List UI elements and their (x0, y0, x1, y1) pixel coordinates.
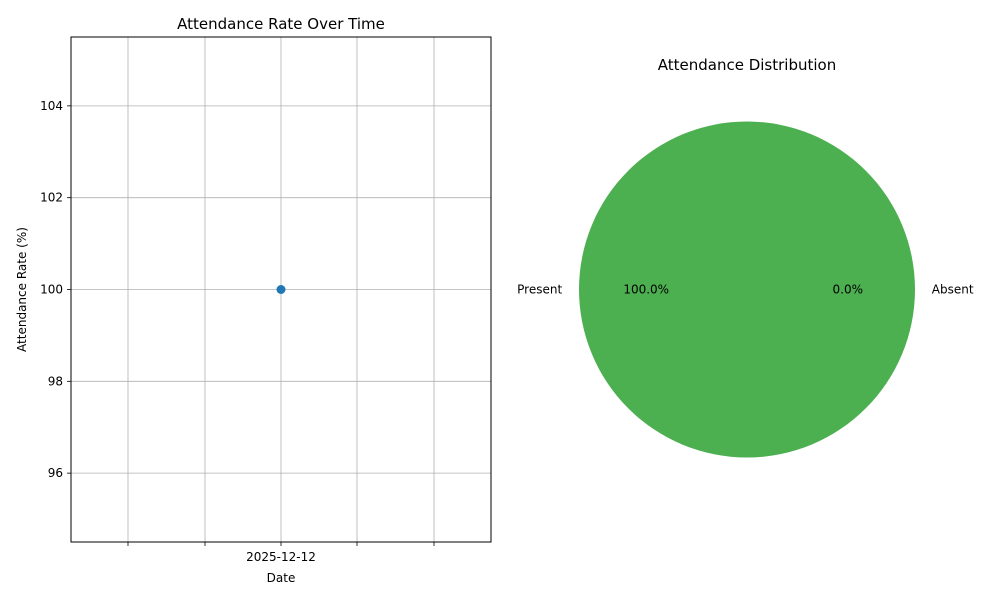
data-point (276, 285, 286, 294)
pie-labels: Present 100.0% Absent 0.0% (517, 283, 974, 297)
pie-pct-present: 100.0% (623, 283, 669, 297)
y-tick-label: 100 (40, 283, 63, 297)
line-chart: Attendance Rate Over Time 9698100102104 … (15, 15, 492, 585)
pie-chart: Attendance Distribution Present 100.0% Abs… (517, 56, 974, 458)
pie-pct-absent: 0.0% (833, 283, 864, 297)
pie-slices (579, 121, 915, 458)
x-tick-label: 2025-12-12 (246, 550, 316, 564)
y-tick-label: 96 (48, 466, 63, 480)
line-chart-frame (70, 36, 492, 543)
pie-label-present: Present (517, 283, 562, 297)
pie-chart-title: Attendance Distribution (658, 56, 836, 74)
line-chart-y-axis-label: Attendance Rate (%) (15, 227, 29, 352)
y-tick-label: 104 (40, 99, 63, 113)
line-chart-x-ticks: 2025-12-12 (127, 542, 435, 564)
line-chart-grid (71, 37, 491, 542)
y-tick-label: 98 (48, 374, 63, 388)
line-chart-points (276, 285, 286, 294)
line-chart-x-axis-label: Date (267, 571, 296, 585)
y-tick-label: 102 (40, 191, 63, 205)
pie-slice-present (579, 121, 915, 458)
pie-label-absent: Absent (932, 283, 974, 297)
line-chart-title: Attendance Rate Over Time (177, 15, 385, 33)
line-chart-y-ticks: 96 98 100 102 104 (40, 99, 71, 480)
